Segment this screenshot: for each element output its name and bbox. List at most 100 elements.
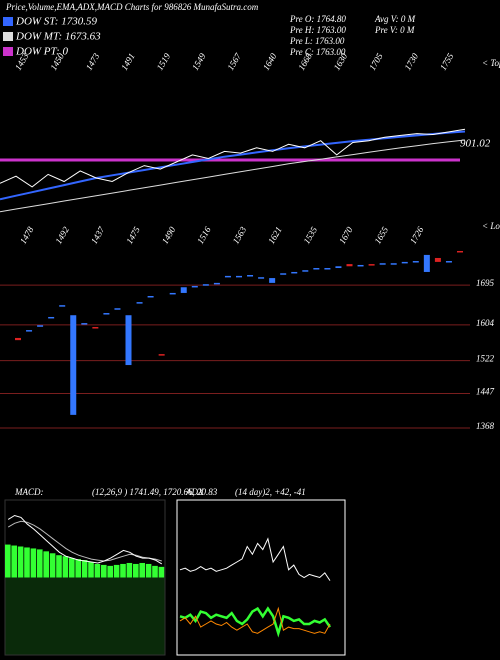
adx-panel (176, 499, 346, 656)
y-tick-label: 1695 (476, 278, 495, 288)
histogram-bar (30, 548, 37, 578)
candle (92, 327, 99, 329)
histogram-bar (62, 556, 69, 578)
histogram-bar (5, 544, 11, 578)
legend-label: DOW MT: 1673.63 (15, 31, 101, 43)
candle (158, 354, 165, 356)
macd-line (7, 514, 163, 565)
candle (37, 325, 44, 327)
histogram-bar (133, 563, 139, 578)
histogram-bar (88, 562, 94, 578)
candle (191, 285, 198, 288)
histogram-bar (69, 558, 75, 578)
candle (357, 264, 364, 267)
candle (291, 271, 298, 274)
histogram-bar (37, 549, 43, 578)
histogram-bar (49, 553, 56, 578)
candle (180, 287, 187, 293)
histogram-bar (107, 565, 113, 578)
candle (70, 315, 77, 415)
histogram-bar (120, 563, 126, 578)
legend-swatch (3, 17, 13, 26)
candle (313, 268, 320, 270)
y-tick-label: 1368 (476, 421, 495, 431)
histogram-bar (17, 546, 24, 578)
ema-line (0, 139, 466, 213)
legend-label: DOW ST: 1730.59 (15, 16, 97, 28)
histogram-bar (126, 562, 133, 578)
stat: Pre L: 1763.00 (289, 36, 345, 46)
histogram-bar (152, 565, 158, 578)
legend-swatch (3, 47, 13, 56)
histogram-bar (81, 560, 88, 578)
candle (423, 254, 430, 272)
histogram-bar (101, 564, 107, 578)
candle (247, 275, 254, 277)
panel-title: MACD: (14, 487, 44, 497)
stat: Pre V: 0 M (374, 25, 415, 35)
candle (202, 284, 209, 286)
histogram-bar (56, 555, 62, 578)
histogram-bar (158, 566, 165, 578)
candle (434, 257, 441, 262)
candle (136, 302, 143, 304)
candle (236, 275, 242, 278)
candle (324, 268, 331, 270)
candle (379, 263, 386, 265)
candle (59, 305, 66, 307)
candle (390, 263, 397, 265)
stat: Pre C: 1763.00 (289, 47, 346, 57)
ema-line (0, 130, 466, 201)
candle (26, 330, 33, 332)
candle (81, 323, 88, 325)
histogram-bar (75, 559, 81, 578)
candle (114, 308, 121, 310)
y-tick-label: 1604 (476, 318, 495, 328)
histogram-bar (113, 564, 120, 578)
signal-line (7, 520, 162, 562)
adx-line (179, 606, 331, 634)
candle (213, 282, 220, 285)
candle (368, 264, 375, 266)
legend-label: DOW PT: 0 (15, 46, 68, 58)
candle (346, 264, 353, 267)
y-tick-label: 1522 (476, 354, 495, 364)
price-line (0, 128, 466, 188)
candle (147, 295, 154, 298)
stat: Avg V: 0 M (374, 14, 416, 24)
adx-line (179, 537, 331, 581)
candle (302, 270, 309, 272)
candle (48, 316, 55, 319)
level-label: 901.02 (460, 138, 491, 150)
candle (125, 315, 132, 366)
candle (280, 273, 287, 275)
stat: Pre H: 1763.00 (289, 25, 346, 35)
candle (169, 292, 176, 295)
top-label: < Topo (482, 58, 500, 68)
panel-title: ADX (185, 487, 204, 497)
candle (258, 277, 265, 279)
histogram-bar (24, 547, 30, 578)
stat: Pre O: 1764.80 (289, 14, 346, 24)
candle (224, 275, 231, 278)
bottom-label: < Lowro (482, 221, 500, 231)
candle (457, 250, 463, 253)
panel-fill (5, 577, 165, 655)
histogram-bar (11, 545, 17, 578)
histogram-bar (145, 563, 152, 578)
candle (103, 313, 110, 315)
candle (269, 278, 276, 283)
histogram-bar (139, 562, 145, 578)
panel-subtitle: (12,26,9 ) 1741.49, 1720.66, 20.83 (92, 487, 218, 497)
panel-subtitle: (14 day)2, +42, -41 (235, 487, 306, 497)
histogram-bar (94, 563, 101, 578)
candle (335, 266, 342, 269)
candle (15, 337, 21, 341)
candle (445, 261, 452, 263)
y-tick-label: 1447 (476, 387, 495, 397)
page-title: Price,Volume,EMA,ADX,MACD Charts for 986… (5, 2, 259, 12)
candle (401, 261, 408, 264)
candle (412, 261, 419, 263)
